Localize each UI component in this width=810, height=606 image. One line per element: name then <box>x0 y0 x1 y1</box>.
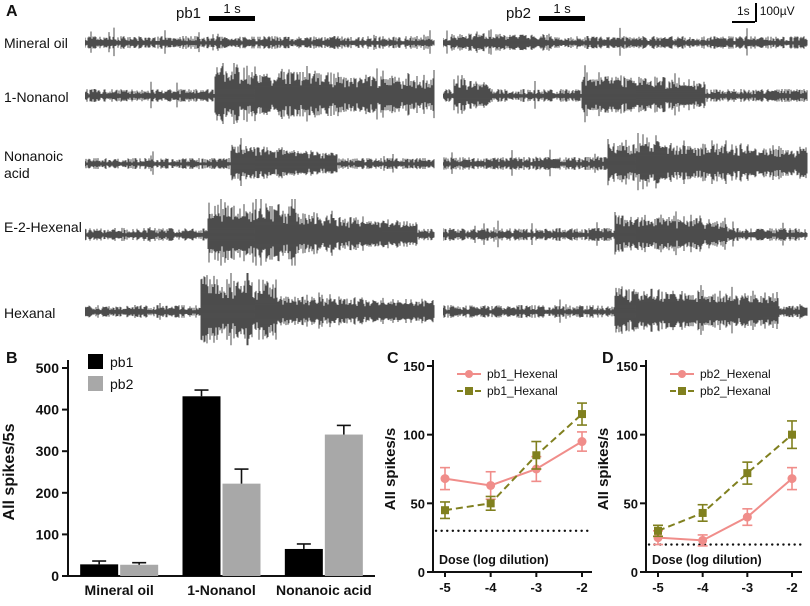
pb1-time-scale: 1 s <box>209 1 256 21</box>
svg-text:50: 50 <box>411 496 425 511</box>
trace-1-nonanol-pb1 <box>85 63 435 124</box>
svg-text:-5: -5 <box>439 580 451 595</box>
time-scale-label: 1 s <box>223 1 241 16</box>
svg-text:-2: -2 <box>786 580 798 595</box>
svg-text:-3: -3 <box>531 580 543 595</box>
trace-e2-hexenal-pb2 <box>443 211 808 256</box>
svg-text:-3: -3 <box>742 580 754 595</box>
pb1-label: pb1 <box>176 5 202 22</box>
row-label-hexanal: Hexanal <box>4 305 56 321</box>
svg-text:100: 100 <box>403 428 425 443</box>
svg-text:pb2: pb2 <box>110 376 134 392</box>
scale-voltage-label: 100µV <box>759 4 795 18</box>
svg-text:0: 0 <box>631 565 638 580</box>
svg-text:All spikes/5s: All spikes/5s <box>1 423 18 520</box>
panel-c-label: C <box>387 350 399 367</box>
trace-e2-hexenal-pb1 <box>85 199 435 266</box>
trace-nonanoic-acid-pb1 <box>85 138 435 186</box>
amplitude-scale: 1s 100µV <box>732 3 795 23</box>
svg-text:500: 500 <box>36 360 60 376</box>
dose-response-chart-pb1: 0 50 100 150 -5 -4 -3 -2 pb1_Hexenal pb1_Hexanal D… <box>385 359 594 595</box>
pb2-column-header: pb2 1 s <box>506 1 586 22</box>
svg-text:50: 50 <box>624 496 638 511</box>
trace-1-nonanol-pb2 <box>443 65 808 123</box>
svg-text:Nonanoic acid: Nonanoic acid <box>276 582 372 598</box>
svg-text:-4: -4 <box>485 580 497 595</box>
row-label-mineral-oil: Mineral oil <box>4 35 68 51</box>
scale-time-label: 1s <box>732 3 755 23</box>
svg-text:150: 150 <box>616 359 638 374</box>
trace-mineral-oil-pb1 <box>85 27 435 57</box>
bar-chart-all-spikes-5s: 0 100 200 300 400 500 Mineral oil 1-Nonanol Nona… <box>1 354 375 598</box>
row-label-e2-hexenal: E-2-Hexenal <box>4 219 82 235</box>
scale-voltage-bar <box>754 3 757 22</box>
svg-text:pb1: pb1 <box>110 354 134 370</box>
row-label-1-nonanol: 1-Nonanol <box>4 89 69 105</box>
time-scalebar <box>539 16 586 21</box>
svg-text:-4: -4 <box>697 580 709 595</box>
trace-mineral-oil-pb2 <box>443 27 808 56</box>
dose-response-chart-pb2: 0 50 100 150 -5 -4 -3 -2 pb2_Hexenal pb2_Hexanal D… <box>598 359 804 595</box>
svg-text:400: 400 <box>36 402 60 418</box>
svg-text:1-Nonanol: 1-Nonanol <box>187 582 255 598</box>
svg-text:pb1_Hexenal: pb1_Hexenal <box>487 367 558 381</box>
svg-text:100: 100 <box>36 526 60 542</box>
svg-text:Mineral oil: Mineral oil <box>85 582 154 598</box>
svg-text:200: 200 <box>36 485 60 501</box>
svg-text:300: 300 <box>36 443 60 459</box>
trace-nonanoic-acid-pb2 <box>443 133 808 191</box>
panel-a-label: A <box>6 3 18 20</box>
trace-hexanal-pb2 <box>443 285 808 335</box>
svg-text:pb1_Hexanal: pb1_Hexanal <box>487 384 558 398</box>
pb2-time-scale: 1 s <box>539 1 586 21</box>
svg-text:pb2_Hexenal: pb2_Hexenal <box>700 367 771 381</box>
svg-text:pb2_Hexanal: pb2_Hexanal <box>700 384 771 398</box>
svg-text:All spikes/s: All spikes/s <box>598 428 612 511</box>
time-scalebar <box>209 16 256 21</box>
svg-text:Dose (log dilution): Dose (log dilution) <box>439 553 549 567</box>
svg-text:-2: -2 <box>576 580 588 595</box>
svg-text:-5: -5 <box>652 580 664 595</box>
svg-text:All spikes/s: All spikes/s <box>385 428 399 511</box>
svg-text:150: 150 <box>403 359 425 374</box>
row-label-nonanoic-acid: Nonanoic acid <box>4 148 64 181</box>
svg-text:Dose (log dilution): Dose (log dilution) <box>652 553 762 567</box>
pb1-column-header: pb1 1 s <box>176 1 256 22</box>
pb2-label: pb2 <box>506 5 532 22</box>
svg-text:0: 0 <box>418 565 425 580</box>
svg-text:100: 100 <box>616 428 638 443</box>
panel-d-label: D <box>602 350 614 367</box>
trace-hexanal-pb1 <box>85 273 435 346</box>
time-scale-label: 1 s <box>553 1 571 16</box>
svg-text:0: 0 <box>51 568 59 584</box>
panel-b-label: B <box>6 350 18 367</box>
